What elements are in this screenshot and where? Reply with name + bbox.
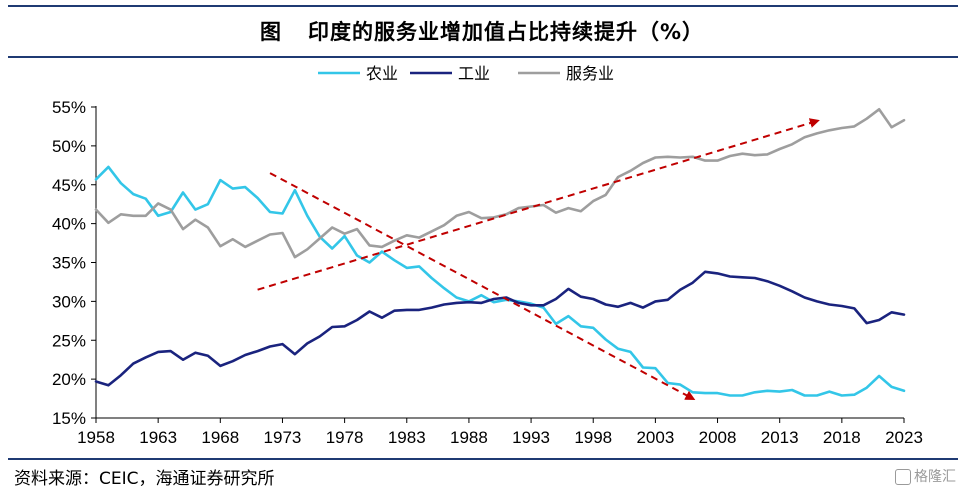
y-tick-label: 35% <box>52 254 86 273</box>
x-tick-label: 2018 <box>823 428 861 447</box>
series-line-1 <box>94 165 906 397</box>
y-tick-label: 25% <box>52 331 86 350</box>
x-tick-label: 1998 <box>574 428 612 447</box>
legend-label-3: 服务业 <box>566 65 614 83</box>
y-tick-label: 20% <box>52 370 86 389</box>
x-tick-label: 1978 <box>326 428 364 447</box>
x-tick-label: 1958 <box>77 428 115 447</box>
y-tick-label: 40% <box>52 215 86 234</box>
watermark-logo-icon <box>895 469 911 485</box>
legend: 农业 工业 服务业 <box>318 65 614 83</box>
x-tick-label: 1983 <box>388 428 426 447</box>
title-top-rule <box>8 5 958 7</box>
legend-label-1: 农业 <box>366 65 398 83</box>
figure-label: 图 <box>259 20 282 44</box>
line-chart: 农业 工业 服务业 15% 20% 25% 30% 35% 40% 45% 50% 55% 1958… <box>52 65 923 447</box>
legend-label-2: 工业 <box>458 65 490 83</box>
y-tick-label: 15% <box>52 409 86 428</box>
watermark: 格隆汇 <box>895 466 956 486</box>
trend-arrow-1 <box>269 172 696 400</box>
series-line-3 <box>94 108 906 259</box>
y-tick-label: 50% <box>52 137 86 156</box>
title-bottom-rule <box>8 56 958 58</box>
x-tick-label: 2013 <box>761 428 799 447</box>
x-tick-label: 2008 <box>699 428 737 447</box>
annotation-layer <box>257 118 820 400</box>
x-tick-label: 1963 <box>139 428 177 447</box>
x-axis: 1958 1963 1968 1973 1978 1983 1988 1993 1998 2003… <box>77 417 923 447</box>
footer-rule <box>8 458 958 460</box>
y-tick-label: 30% <box>52 292 86 311</box>
y-tick-label: 55% <box>52 98 86 117</box>
y-axis: 15% 20% 25% 30% 35% 40% 45% 50% 55% <box>52 98 97 428</box>
x-tick-label: 1968 <box>201 428 239 447</box>
title-text: 印度的服务业增加值占比持续提升（%） <box>307 20 705 44</box>
trend-arrow-2 <box>257 118 820 291</box>
x-tick-label: 2003 <box>636 428 674 447</box>
watermark-text: 格隆汇 <box>914 469 956 485</box>
series-line-2 <box>94 270 906 387</box>
source-note: 资料来源：CEIC，海通证券研究所 <box>14 469 275 489</box>
x-tick-label: 1973 <box>264 428 302 447</box>
x-tick-label: 1993 <box>512 428 550 447</box>
y-tick-label: 45% <box>52 176 86 195</box>
x-tick-label: 1988 <box>450 428 488 447</box>
series-layer <box>94 108 906 397</box>
chart-title: 图 印度的服务业增加值占比持续提升（%） <box>0 16 964 46</box>
x-tick-label: 2023 <box>885 428 923 447</box>
